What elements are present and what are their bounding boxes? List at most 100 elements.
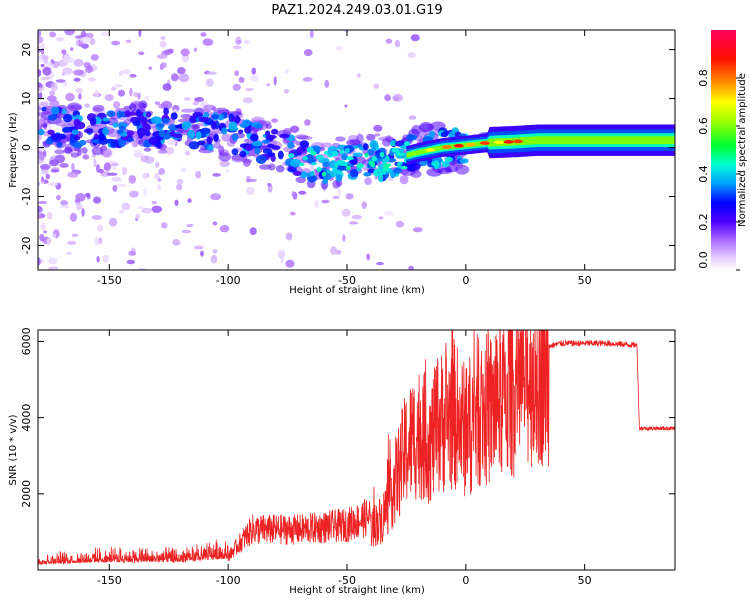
noise-blob [73, 69, 84, 76]
ridge-blob [98, 133, 106, 141]
noise-blob [148, 66, 153, 70]
ridge-blob [336, 166, 348, 171]
noise-blob [103, 162, 112, 171]
noise-blob [54, 154, 66, 164]
ridge-halo [346, 139, 361, 146]
noise-blob [284, 89, 289, 94]
bright-spot [302, 156, 308, 161]
noise-blob [374, 133, 381, 137]
x-tick-label: 50 [578, 574, 592, 587]
noise-blob [46, 237, 51, 247]
noise-blob [154, 161, 160, 168]
noise-blob [194, 47, 197, 52]
ridge-blob [406, 133, 415, 142]
bright-spot [288, 153, 295, 159]
ridge-halo [410, 170, 422, 178]
ridge-blob [231, 148, 239, 156]
bright-spot [342, 161, 348, 167]
noise-blob [42, 66, 52, 76]
ridge-blob [250, 133, 259, 142]
noise-blob [186, 223, 194, 228]
noise-blob [267, 183, 272, 187]
ridge-blob [156, 123, 165, 128]
noise-blob [38, 206, 43, 213]
noise-blob [251, 67, 257, 75]
noise-blob [128, 250, 137, 256]
noise-blob [273, 76, 277, 86]
colorbar-tick-label: 0.6 [697, 117, 710, 135]
spectrogram-heatmap [38, 30, 675, 270]
ridge-blob [197, 140, 206, 146]
snr-line [38, 330, 675, 566]
ridge-blob [230, 116, 241, 122]
hot-spot [503, 140, 514, 144]
noise-blob [109, 217, 118, 227]
noise-blob [314, 200, 319, 208]
ridge-blob [78, 139, 87, 146]
noise-blob [47, 211, 53, 220]
ridge-blob [287, 141, 294, 149]
ridge-blob [296, 148, 304, 153]
noise-blob [160, 36, 166, 40]
x-tick-label: -100 [216, 274, 241, 287]
noise-blob [55, 37, 64, 42]
noise-blob [221, 133, 232, 142]
noise-blob [219, 160, 230, 168]
noise-blob [244, 39, 250, 45]
noise-blob [129, 190, 139, 198]
hot-spot [513, 139, 524, 144]
noise-blob [38, 257, 41, 266]
noise-blob [133, 149, 141, 155]
ridge-blob [231, 133, 239, 141]
noise-blob [128, 175, 137, 184]
ridge-blob [106, 110, 116, 117]
noise-blob [48, 257, 58, 265]
ridge-blob [148, 137, 159, 145]
noise-blob [126, 259, 135, 265]
ridge-blob [265, 130, 271, 136]
noise-blob [64, 30, 75, 36]
noise-blob [49, 90, 56, 96]
noise-blob [332, 195, 340, 200]
ridge-halo [242, 158, 251, 167]
noise-blob [144, 156, 155, 164]
ridge-blob [299, 140, 310, 148]
ridge-blob [254, 147, 261, 155]
noise-blob [137, 205, 144, 210]
ridge-blob [136, 127, 147, 137]
noise-blob [76, 203, 83, 210]
ridge-blob [277, 150, 284, 160]
noise-blob [210, 254, 218, 264]
noise-blob [164, 146, 175, 155]
ridge-blob [126, 130, 135, 136]
noise-blob [38, 87, 43, 92]
ridge-blob [367, 148, 375, 156]
ridge-blob [200, 127, 211, 135]
noise-blob [174, 199, 179, 206]
ridge-halo [129, 103, 137, 112]
ridge-blob [270, 154, 276, 162]
snr-frame [37, 329, 676, 571]
bright-spot [356, 163, 364, 169]
ridge-blob [213, 133, 219, 142]
ridge-blob [255, 155, 267, 164]
colorbar: 0.0 0.2 0.4 0.6 0.8 Normalized spectral ampl… [697, 30, 748, 271]
noise-blob [170, 73, 179, 82]
colorbar-tick-label: 0.8 [697, 69, 710, 87]
noise-blob [38, 139, 41, 144]
colorbar-tick-label: 0.2 [697, 213, 710, 231]
noise-blob [93, 196, 101, 204]
noise-blob [337, 188, 341, 197]
ridge-blob [238, 129, 244, 135]
noise-blob [49, 31, 56, 38]
ridge-halo [427, 123, 434, 131]
ridge-blob [198, 116, 209, 123]
noise-blob [75, 39, 80, 47]
noise-blob [98, 237, 103, 245]
y-tick-label: 0 [20, 144, 33, 151]
y-tick-label: 2000 [20, 480, 33, 508]
ridge-halo [426, 167, 443, 177]
bright-spot [299, 162, 305, 167]
noise-blob [38, 30, 42, 36]
ridge-halo [70, 152, 80, 158]
